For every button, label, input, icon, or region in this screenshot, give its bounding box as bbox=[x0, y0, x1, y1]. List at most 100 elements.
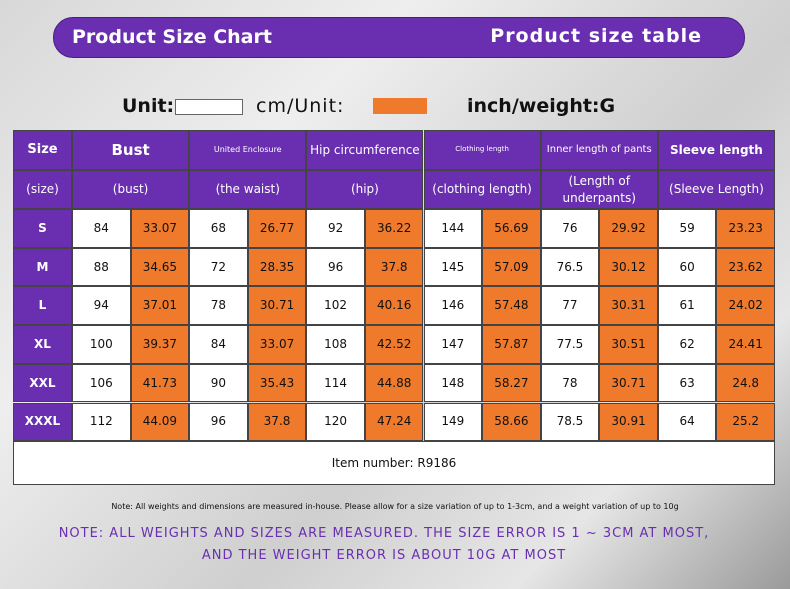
inch-cell: 25.2 bbox=[716, 402, 775, 442]
cm-cell: 144 bbox=[423, 209, 483, 248]
header-cell: (hip) bbox=[306, 170, 424, 209]
header-cell: (Sleeve Length) bbox=[657, 170, 775, 209]
cm-cell: 72 bbox=[189, 247, 248, 287]
inch-cell: 30.12 bbox=[599, 247, 658, 287]
cm-cell: 149 bbox=[423, 402, 483, 442]
inch-cell: 57.48 bbox=[482, 286, 541, 326]
cm-cell: 102 bbox=[306, 286, 365, 326]
cm-cell: 90 bbox=[189, 363, 248, 403]
cm-cell: 106 bbox=[72, 363, 131, 403]
cm-cell: 92 bbox=[306, 209, 365, 248]
unit-label: cm/Unit: bbox=[256, 95, 345, 117]
inch-cell: 26.77 bbox=[247, 209, 307, 248]
inch-cell: 30.91 bbox=[599, 402, 658, 442]
inch-cell: 30.51 bbox=[599, 325, 658, 364]
cm-cell: 78 bbox=[189, 286, 248, 326]
cm-cell: 84 bbox=[189, 325, 248, 364]
cm-cell: 114 bbox=[306, 363, 365, 403]
cm-cell: 96 bbox=[306, 247, 365, 287]
banner: Product Size Chart Product size table bbox=[53, 17, 745, 58]
header-cell: Clothing length bbox=[423, 130, 541, 170]
inch-swatch bbox=[373, 98, 427, 114]
unit-label: Unit: bbox=[122, 95, 175, 117]
header-cell: United Enclosure bbox=[189, 130, 307, 170]
cm-cell: 112 bbox=[72, 402, 131, 442]
cm-cell: 120 bbox=[306, 402, 365, 442]
inch-cell: 42.52 bbox=[364, 325, 424, 364]
inch-cell: 37.01 bbox=[130, 286, 190, 326]
inch-cell: 34.65 bbox=[130, 247, 190, 287]
size-cell: M bbox=[13, 247, 72, 287]
header-cell: Size bbox=[13, 130, 72, 170]
note-small: Note: All weights and dimensions are mea… bbox=[111, 502, 679, 511]
inch-cell: 23.62 bbox=[716, 247, 775, 287]
cm-cell: 84 bbox=[72, 209, 131, 248]
cm-cell: 59 bbox=[657, 209, 717, 248]
cm-cell: 68 bbox=[189, 209, 248, 248]
header-cell: Inner length of pants bbox=[540, 130, 658, 170]
inch-cell: 24.8 bbox=[716, 363, 775, 403]
size-cell: XXL bbox=[13, 363, 72, 403]
inch-cell: 30.71 bbox=[599, 363, 658, 403]
inch-cell: 56.69 bbox=[482, 209, 541, 248]
inch-cell: 33.07 bbox=[247, 325, 307, 364]
inch-cell: 44.09 bbox=[130, 402, 190, 442]
header-cell: Bust bbox=[72, 130, 190, 170]
cm-cell: 78.5 bbox=[540, 402, 600, 442]
cm-cell: 76.5 bbox=[540, 247, 600, 287]
subtitle: Product size table bbox=[490, 25, 702, 47]
cm-cell: 108 bbox=[306, 325, 365, 364]
cm-cell: 88 bbox=[72, 247, 131, 287]
cm-cell: 77.5 bbox=[540, 325, 600, 364]
header-cell: (bust) bbox=[72, 170, 190, 209]
header-cell: Sleeve length bbox=[657, 130, 775, 170]
inch-cell: 28.35 bbox=[247, 247, 307, 287]
cm-cell: 94 bbox=[72, 286, 131, 326]
cm-swatch bbox=[175, 99, 243, 115]
title: Product Size Chart bbox=[72, 26, 272, 48]
inch-cell: 58.27 bbox=[482, 363, 541, 403]
inch-cell: 24.41 bbox=[716, 325, 775, 364]
cm-cell: 61 bbox=[657, 286, 717, 326]
cm-cell: 76 bbox=[540, 209, 600, 248]
header-cell: Hip circumference bbox=[306, 130, 424, 170]
note: AND THE WEIGHT ERROR IS ABOUT 10G AT MOS… bbox=[201, 548, 567, 563]
inch-cell: 47.24 bbox=[364, 402, 424, 442]
cm-cell: 100 bbox=[72, 325, 131, 364]
cm-cell: 145 bbox=[423, 247, 483, 287]
inch-cell: 24.02 bbox=[716, 286, 775, 326]
inch-cell: 30.31 bbox=[599, 286, 658, 326]
cm-cell: 63 bbox=[657, 363, 717, 403]
inch-cell: 40.16 bbox=[364, 286, 424, 326]
inch-cell: 57.87 bbox=[482, 325, 541, 364]
cm-cell: 62 bbox=[657, 325, 717, 364]
cm-cell: 147 bbox=[423, 325, 483, 364]
note: NOTE: ALL WEIGHTS AND SIZES ARE MEASURED… bbox=[58, 526, 710, 541]
cm-cell: 60 bbox=[657, 247, 717, 287]
inch-cell: 37.8 bbox=[247, 402, 307, 442]
unit-label: inch/weight:G bbox=[467, 95, 616, 117]
header-cell: (clothing length) bbox=[423, 170, 541, 209]
cm-cell: 64 bbox=[657, 402, 717, 442]
size-cell: XL bbox=[13, 325, 72, 364]
inch-cell: 44.88 bbox=[364, 363, 424, 403]
cm-cell: 78 bbox=[540, 363, 600, 403]
inch-cell: 29.92 bbox=[599, 209, 658, 248]
inch-cell: 30.71 bbox=[247, 286, 307, 326]
inch-cell: 57.09 bbox=[482, 247, 541, 287]
size-cell: S bbox=[13, 209, 72, 248]
inch-cell: 23.23 bbox=[716, 209, 775, 248]
inch-cell: 33.07 bbox=[130, 209, 190, 248]
size-cell: XXXL bbox=[13, 402, 72, 442]
inch-cell: 37.8 bbox=[364, 247, 424, 287]
cm-cell: 77 bbox=[540, 286, 600, 326]
inch-cell: 35.43 bbox=[247, 363, 307, 403]
size-cell: L bbox=[13, 286, 72, 326]
cm-cell: 96 bbox=[189, 402, 248, 442]
header-cell: (size) bbox=[13, 170, 72, 209]
inch-cell: 41.73 bbox=[130, 363, 190, 403]
inch-cell: 58.66 bbox=[482, 402, 541, 442]
cm-cell: 146 bbox=[423, 286, 483, 326]
header-cell: (Length of underpants) bbox=[540, 170, 658, 209]
